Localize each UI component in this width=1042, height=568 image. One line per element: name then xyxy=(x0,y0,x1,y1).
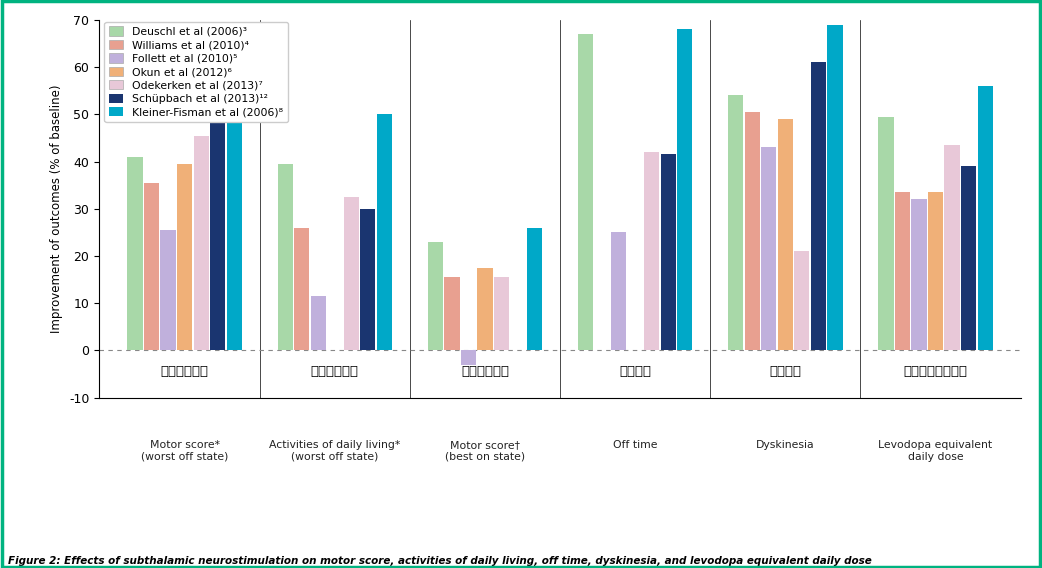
Bar xyxy=(494,277,510,350)
Bar xyxy=(961,166,976,350)
Text: 左旋多巴等效剂量: 左旋多巴等效剂量 xyxy=(903,365,968,378)
Text: 关期生活质量: 关期生活质量 xyxy=(311,365,358,378)
Bar xyxy=(745,112,760,350)
Text: Levodopa equivalent
daily dose: Levodopa equivalent daily dose xyxy=(878,440,993,462)
Bar xyxy=(811,62,826,350)
Bar xyxy=(878,116,894,350)
Bar xyxy=(912,199,926,350)
Text: 关期运动评分: 关期运动评分 xyxy=(160,365,208,378)
Bar xyxy=(777,119,793,350)
Bar xyxy=(977,86,993,350)
Bar xyxy=(827,24,843,350)
Y-axis label: Improvement of outcomes (% of baseline): Improvement of outcomes (% of baseline) xyxy=(50,85,64,333)
Bar xyxy=(444,277,460,350)
Bar xyxy=(794,251,810,350)
Bar xyxy=(895,192,910,350)
Bar xyxy=(160,230,176,350)
Legend: Deuschl et al (2006)³, Williams et al (2010)⁴, Follett et al (2010)⁵, Okun et al: Deuschl et al (2006)³, Williams et al (2… xyxy=(104,22,288,122)
Text: Motor score*
(worst off state): Motor score* (worst off state) xyxy=(141,440,228,462)
Bar xyxy=(578,34,593,350)
Bar xyxy=(177,164,192,350)
Bar xyxy=(644,152,660,350)
Bar xyxy=(194,136,208,350)
Bar xyxy=(527,228,542,350)
Bar xyxy=(377,114,392,350)
Bar xyxy=(210,100,225,350)
Bar xyxy=(127,157,143,350)
Bar xyxy=(928,192,943,350)
Text: 开期运动评分: 开期运动评分 xyxy=(461,365,508,378)
Bar xyxy=(311,296,326,350)
Bar xyxy=(428,242,443,350)
Bar xyxy=(461,350,476,365)
Text: Motor score†
(best on state): Motor score† (best on state) xyxy=(445,440,525,462)
Text: Dyskinesia: Dyskinesia xyxy=(756,440,815,450)
Bar xyxy=(226,105,242,350)
Bar xyxy=(762,147,776,350)
Text: Off time: Off time xyxy=(613,440,658,450)
Bar xyxy=(728,95,743,350)
Text: 异动情况: 异动情况 xyxy=(769,365,801,378)
Bar xyxy=(277,164,293,350)
Bar xyxy=(677,30,692,350)
Bar xyxy=(361,209,375,350)
Bar xyxy=(661,154,676,350)
Bar xyxy=(944,145,960,350)
Bar xyxy=(611,232,626,350)
Bar xyxy=(477,268,493,350)
Bar xyxy=(144,183,159,350)
Text: 关期时间: 关期时间 xyxy=(619,365,651,378)
Text: Activities of daily living*
(worst off state): Activities of daily living* (worst off s… xyxy=(269,440,400,462)
Bar xyxy=(344,197,358,350)
Bar xyxy=(294,228,309,350)
Text: Figure 2: Effects of subthalamic neurostimulation on motor score, activities of : Figure 2: Effects of subthalamic neurost… xyxy=(8,556,872,566)
